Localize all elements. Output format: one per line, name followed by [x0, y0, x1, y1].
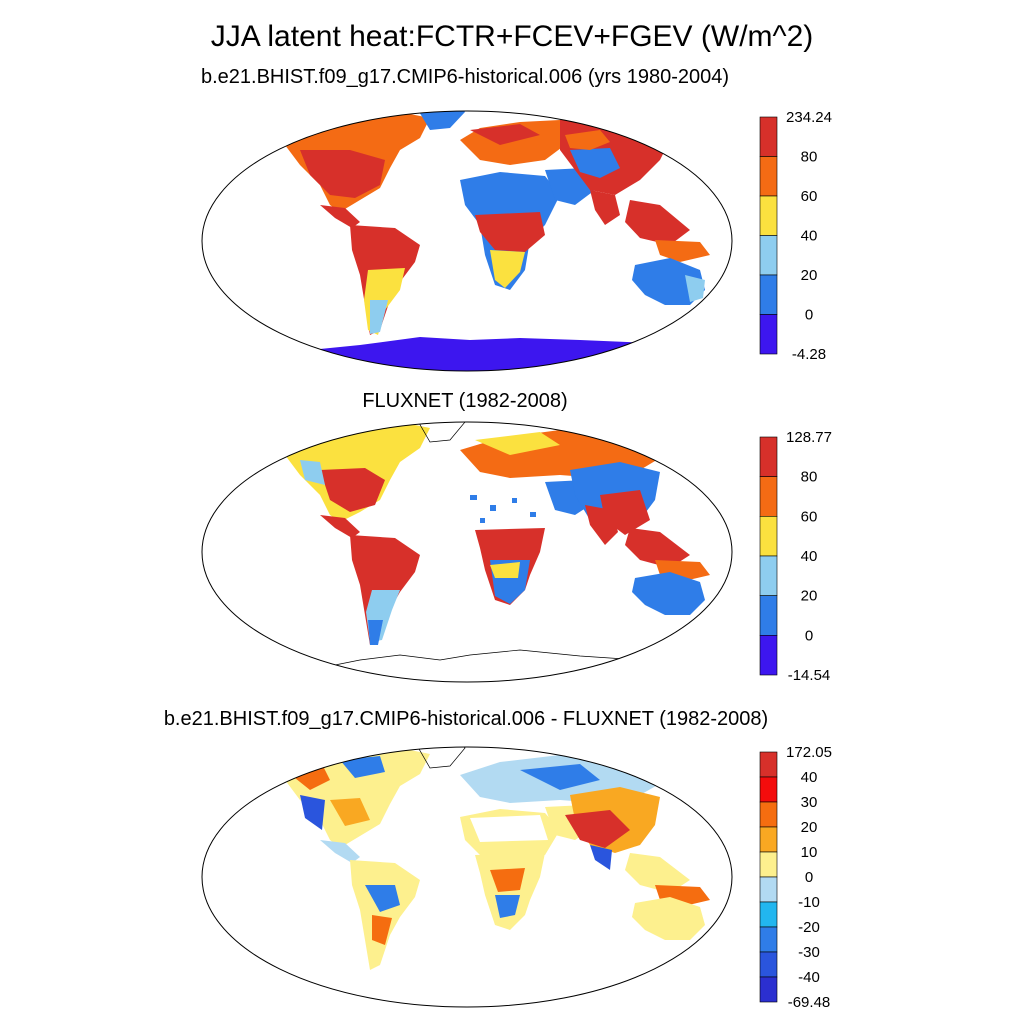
colorbar-2-label: 128.77 — [786, 429, 832, 446]
colorbar-3-label: 10 — [801, 844, 818, 861]
colorbar-3-label: 0 — [805, 869, 813, 886]
colorbar-1-label: 80 — [801, 149, 818, 166]
colorbar-2-label: 0 — [805, 627, 813, 644]
colorbar-1-swatch — [759, 156, 778, 197]
panel-2-subtitle: FLUXNET (1982-2008) — [362, 390, 568, 412]
colorbar-2: 128.77 80 60 40 20 0 -14.54 — [759, 429, 832, 684]
colorbar-2-label: -14.54 — [788, 667, 831, 684]
colorbar-1-swatch — [759, 274, 778, 315]
colorbar-3-swatch — [759, 751, 778, 778]
colorbar-3-swatch — [759, 776, 778, 803]
map-2-antarctica — [299, 649, 691, 682]
colorbar-3-label: 40 — [801, 769, 818, 786]
colorbar-1-label: -4.28 — [792, 346, 826, 363]
colorbar-3-swatch — [759, 851, 778, 878]
colorbar-3-label: 172.05 — [786, 744, 832, 761]
map-1-australia — [632, 258, 705, 305]
colorbar-1-swatch — [759, 116, 778, 157]
colorbar-1-label: 40 — [801, 228, 818, 245]
colorbar-1-label: 0 — [805, 307, 813, 324]
colorbar-3-swatch — [759, 951, 778, 978]
colorbar-3-swatch — [759, 976, 778, 1003]
colorbar-3-label: -10 — [798, 894, 820, 911]
colorbar-2-swatch — [759, 436, 778, 477]
colorbar-3: 172.05 40 30 20 10 0 -10 -20 -30 -40 -69.48 — [759, 744, 832, 1011]
map-3-outline — [201, 746, 733, 1008]
colorbar-1-label: 20 — [801, 267, 818, 284]
panel-1-subtitle: b.e21.BHIST.f09_g17.CMIP6-historical.006… — [200, 66, 730, 88]
colorbar-3-swatch — [759, 926, 778, 953]
colorbar-2-swatch — [759, 476, 778, 517]
colorbar-1-swatch — [759, 195, 778, 236]
map-1-greenland — [415, 111, 465, 130]
colorbar-2-label: 60 — [801, 508, 818, 525]
colorbar-2-swatch — [759, 516, 778, 557]
map-panel-2 — [201, 421, 733, 683]
colorbar-2-swatch — [759, 595, 778, 636]
colorbar-3-swatch — [759, 826, 778, 853]
colorbar-1-swatch — [759, 235, 778, 276]
colorbar-3-label: 30 — [801, 794, 818, 811]
map-3-australia — [632, 897, 705, 940]
colorbar-3-label: -40 — [798, 969, 820, 986]
colorbar-2-label: 20 — [801, 588, 818, 605]
map-panel-1 — [201, 110, 733, 372]
map-panel-3 — [201, 746, 733, 1008]
map-2-sahara — [460, 484, 560, 530]
colorbar-3-label: -30 — [798, 944, 820, 961]
colorbar-3-swatch — [759, 801, 778, 828]
colorbar-1-label: 234.24 — [786, 109, 832, 126]
colorbar-1: 234.24 80 60 40 20 0 -4.28 — [759, 109, 832, 363]
figure-title: JJA latent heat:FCTR+FCEV+FGEV (W/m^2) — [210, 20, 814, 53]
map-2-australia — [632, 572, 705, 615]
colorbar-2-swatch — [759, 635, 778, 676]
colorbar-1-label: 60 — [801, 188, 818, 205]
colorbar-2-label: 80 — [801, 469, 818, 486]
map-2-outline — [201, 421, 733, 683]
colorbar-3-swatch — [759, 901, 778, 928]
colorbar-2-label: 40 — [801, 548, 818, 565]
colorbar-2-swatch — [759, 555, 778, 596]
panel-3-subtitle: b.e21.BHIST.f09_g17.CMIP6-historical.006… — [163, 708, 769, 730]
map-1-outline — [201, 110, 733, 372]
colorbar-3-label: -20 — [798, 919, 820, 936]
colorbar-1-swatch — [759, 314, 778, 355]
colorbar-3-label: -69.48 — [788, 994, 831, 1011]
colorbar-3-label: 20 — [801, 819, 818, 836]
colorbar-3-swatch — [759, 876, 778, 903]
